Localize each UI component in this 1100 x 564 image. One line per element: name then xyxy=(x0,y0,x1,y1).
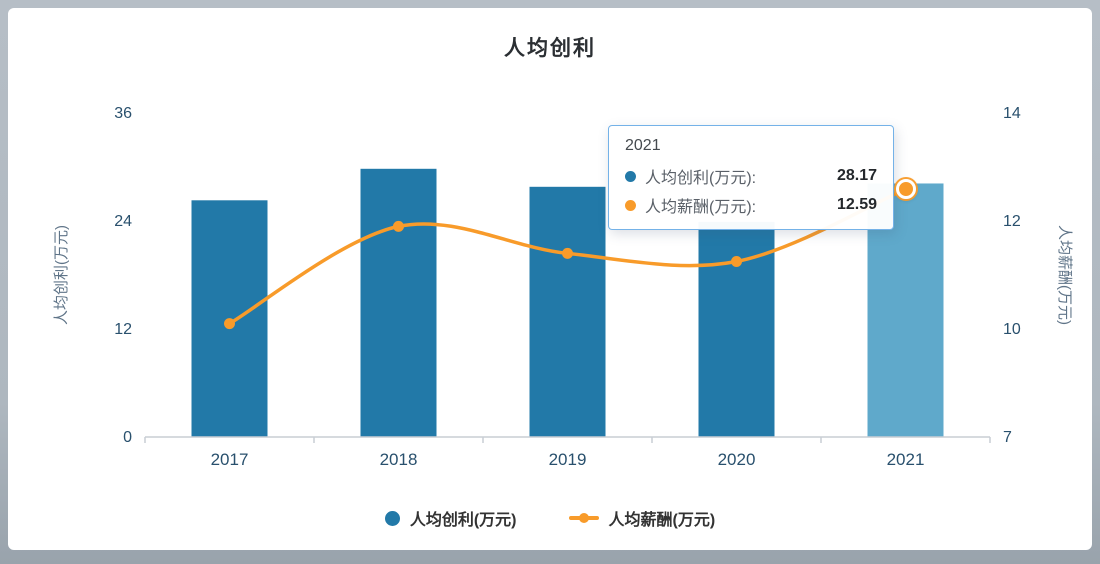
line-point-2018[interactable] xyxy=(393,220,404,232)
left-axis-tick: 12 xyxy=(114,321,132,338)
right-axis-tick: 10 xyxy=(1003,321,1021,338)
legend: 人均创利(万元) 人均薪酬(万元) xyxy=(8,506,1092,530)
x-axis-label-2020: 2020 xyxy=(718,450,756,469)
tooltip-title: 2021 xyxy=(625,137,661,154)
x-axis-label-2021: 2021 xyxy=(887,450,925,469)
line-point-2019[interactable] xyxy=(562,247,573,259)
left-axis-tick: 24 xyxy=(114,213,132,230)
legend-line-marker-icon xyxy=(568,511,599,525)
tooltip-label: 人均薪酬(万元): xyxy=(645,199,757,216)
line-point-2020[interactable] xyxy=(731,256,742,267)
right-axis-tick: 14 xyxy=(1003,105,1021,122)
legend-label: 人均创利(万元) xyxy=(409,512,517,529)
x-axis-label-2017: 2017 xyxy=(211,450,249,469)
legend-item-salary[interactable]: 人均薪酬(万元) xyxy=(568,506,716,530)
left-axis-tick: 0 xyxy=(123,429,132,446)
x-axis-label-2018: 2018 xyxy=(380,450,418,469)
legend-circle-marker-icon xyxy=(384,510,400,526)
chart-canvas[interactable]: 0 7 12 10 24 12 36 14 2017 2018 2019 2020 2021 人均创利(万… xyxy=(8,8,1092,550)
bar-2019[interactable] xyxy=(529,186,606,437)
chart-card: 人均创利 0 7 12 10 24 12 36 14 2017 2018 2019 2020 2021 人… xyxy=(8,8,1092,550)
tooltip: 2021 人均创利(万元): 28.17 人均薪酬(万元): 12.59 xyxy=(608,125,894,230)
tooltip-value: 12.59 xyxy=(836,196,877,213)
tooltip-label: 人均创利(万元): xyxy=(645,170,757,187)
right-axis-tick: 7 xyxy=(1003,429,1012,446)
chart-title: 人均创利 xyxy=(504,37,596,60)
tooltip-row-profit: 人均创利(万元): 28.17 xyxy=(625,164,877,188)
legend-label: 人均薪酬(万元) xyxy=(608,512,716,529)
line-point-2017[interactable] xyxy=(224,318,235,330)
right-axis-tick: 12 xyxy=(1003,213,1021,230)
profit-series-dot-icon xyxy=(625,170,636,182)
left-axis-tick: 36 xyxy=(114,105,132,122)
legend-item-profit[interactable]: 人均创利(万元) xyxy=(384,506,517,530)
bar-2018[interactable] xyxy=(360,168,437,438)
tooltip-value: 28.17 xyxy=(836,167,877,184)
tooltip-row-salary: 人均薪酬(万元): 12.59 xyxy=(625,193,877,217)
highlighted-line-point[interactable] xyxy=(895,179,916,200)
left-axis-name: 人均创利(万元) xyxy=(53,225,70,325)
x-axis-label-2019: 2019 xyxy=(549,450,587,469)
salary-series-dot-icon xyxy=(625,199,636,211)
right-axis-name: 人均薪酬(万元) xyxy=(1056,225,1073,325)
